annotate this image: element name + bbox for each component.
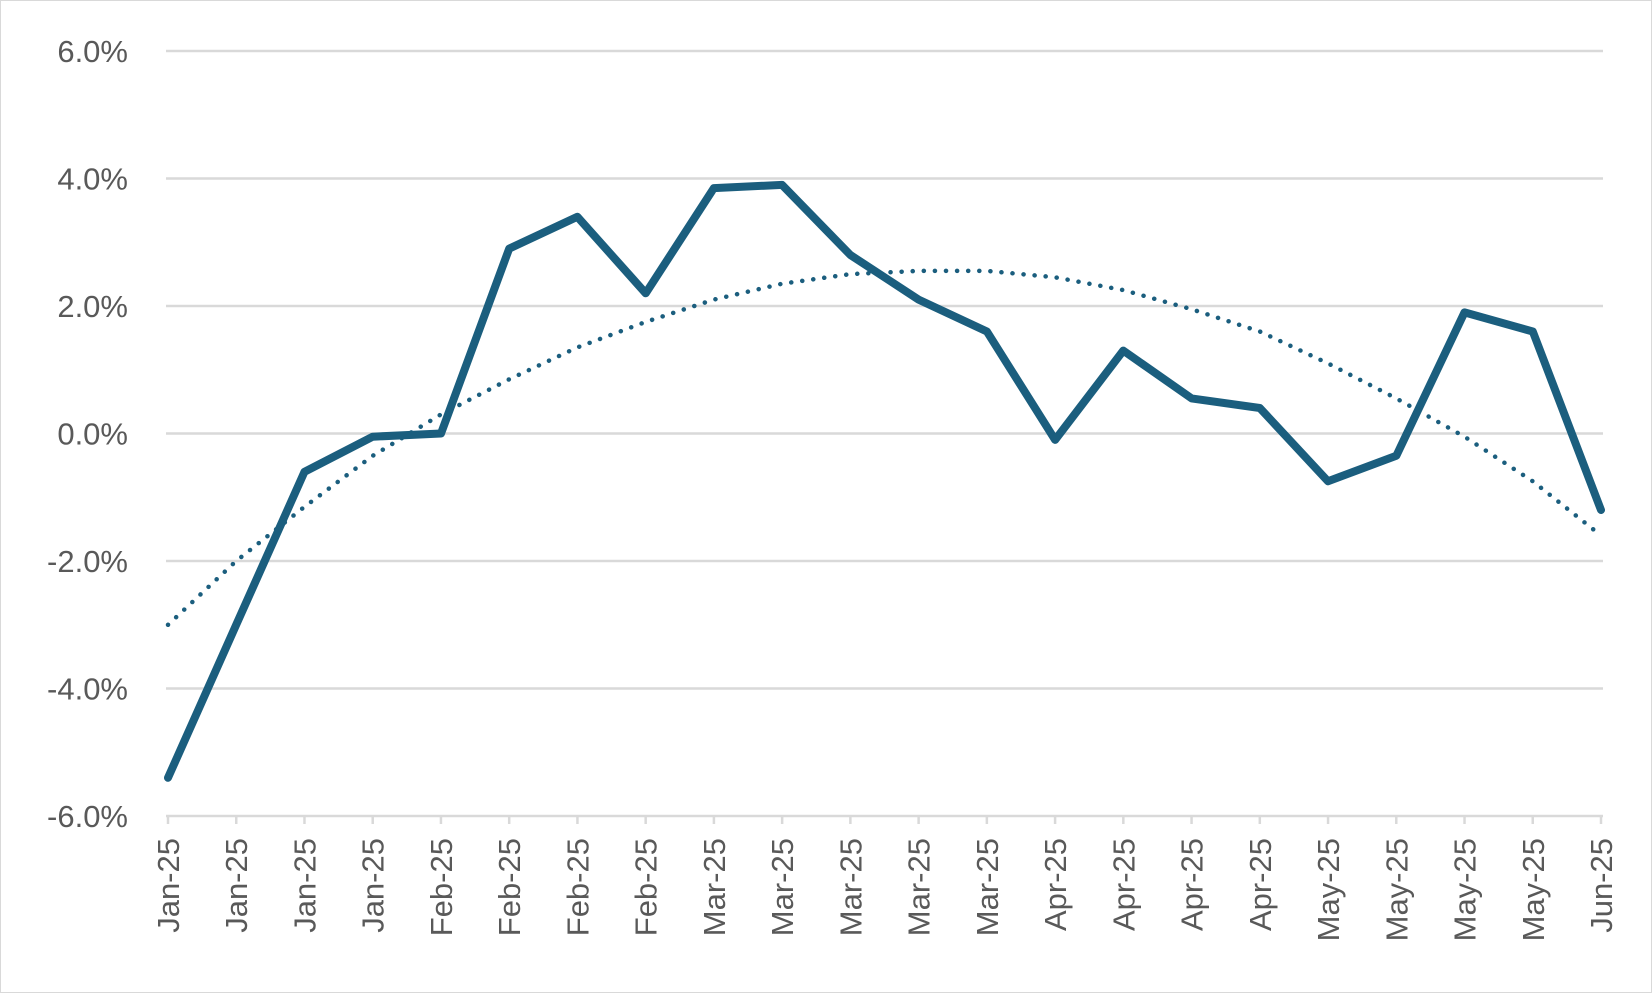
x-tick-label: Mar-25: [833, 838, 868, 936]
x-tick-label: Feb-25: [424, 838, 459, 936]
y-tick-label: -2.0%: [47, 544, 128, 579]
y-tick-label: 2.0%: [57, 289, 128, 324]
x-tick-label: Feb-25: [492, 838, 527, 936]
y-tick-label: 6.0%: [57, 34, 128, 69]
x-tick-label: May-25: [1379, 838, 1414, 941]
x-tick-label: Mar-25: [902, 838, 937, 936]
y-tick-label: 0.0%: [57, 417, 128, 452]
x-tick-label: May-25: [1516, 838, 1551, 941]
trendline: [168, 271, 1601, 625]
x-tick-label: Feb-25: [629, 838, 664, 936]
x-axis-tick-labels: Jan-25 Jan-25 Jan-25 Jan-25 Feb-25 Feb-25 Feb-…: [151, 838, 1619, 941]
x-tick-label: Apr-25: [1175, 838, 1210, 931]
x-tick-label: Feb-25: [560, 838, 595, 936]
x-tick-label: Mar-25: [765, 838, 800, 936]
x-tick-label: May-25: [1448, 838, 1483, 941]
x-tick-label: Apr-25: [1038, 838, 1073, 931]
y-tick-label: -6.0%: [47, 799, 128, 834]
x-tick-label: May-25: [1311, 838, 1346, 941]
x-tick-label: Apr-25: [1243, 838, 1278, 931]
x-tick-label: Jan-25: [219, 838, 254, 933]
x-tick-label: Jun-25: [1584, 838, 1619, 933]
x-tick-label: Mar-25: [697, 838, 732, 936]
y-tick-label: -4.0%: [47, 672, 128, 707]
x-tick-label: Apr-25: [1106, 838, 1141, 931]
y-axis-tick-labels: 6.0% 4.0% 2.0% 0.0% -2.0% -4.0% -6.0%: [47, 34, 128, 834]
x-tick-label: Mar-25: [970, 838, 1005, 936]
x-tick-label: Jan-25: [287, 838, 322, 933]
x-tick-label: Jan-25: [151, 838, 186, 933]
y-tick-label: 4.0%: [57, 162, 128, 197]
x-tick-label: Jan-25: [356, 838, 391, 933]
